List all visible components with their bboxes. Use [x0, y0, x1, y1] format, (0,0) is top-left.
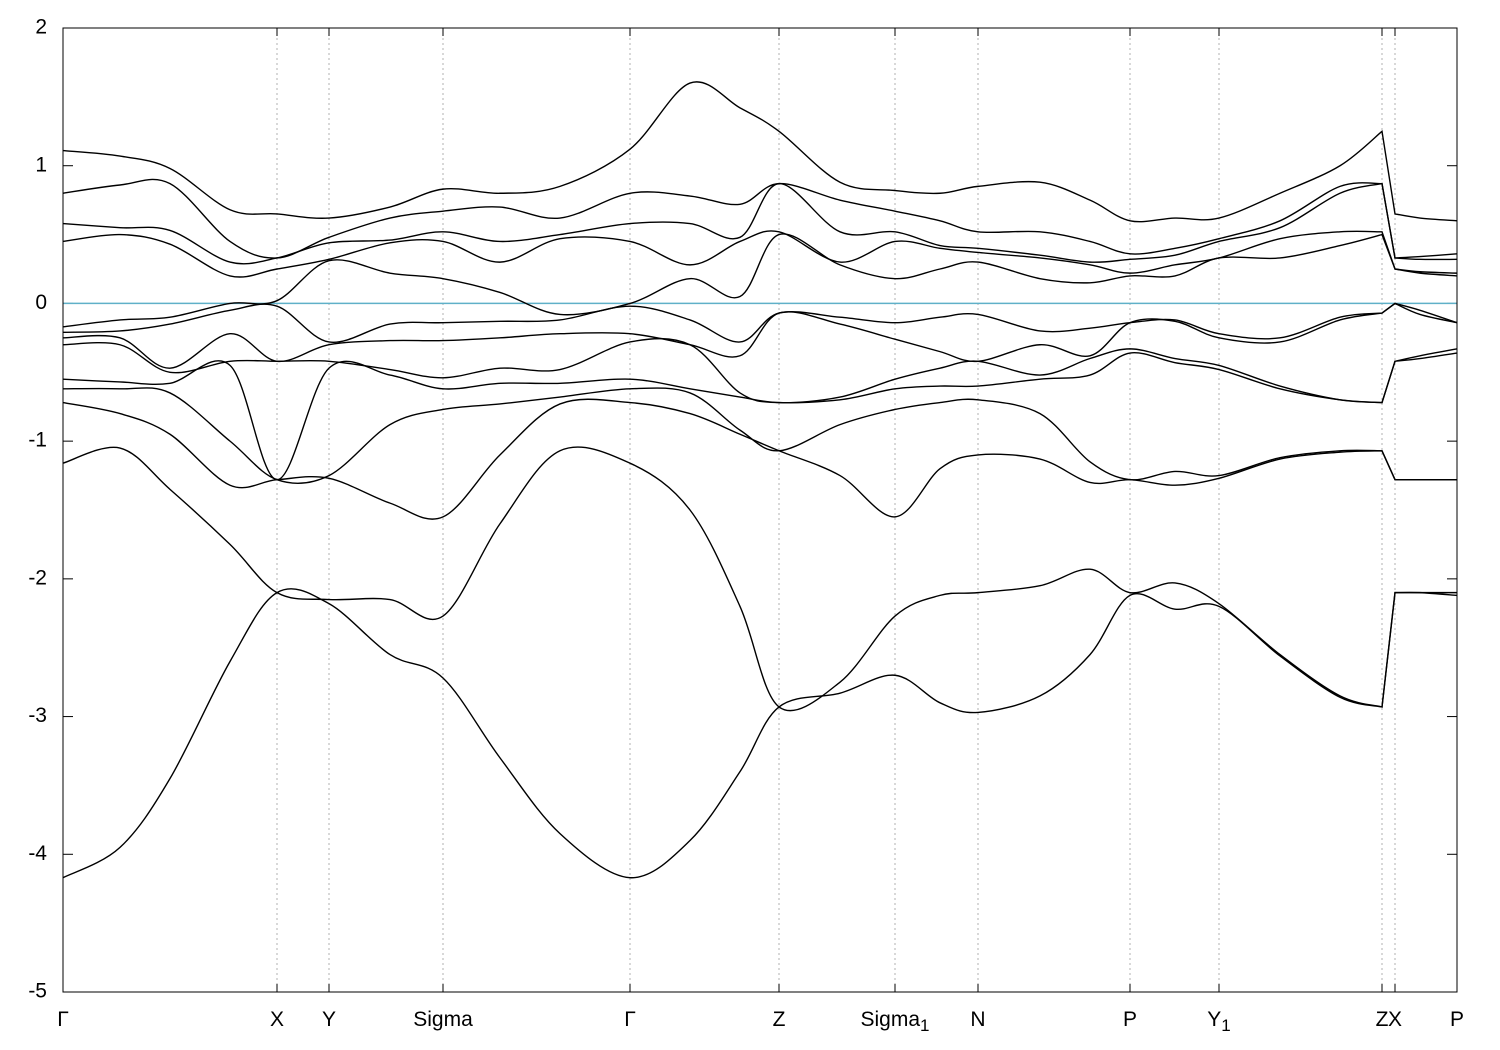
- band-line: [62, 302, 1458, 369]
- x-tick-label: P: [1123, 1008, 1137, 1031]
- plot-frame: [62, 27, 1458, 993]
- x-tick-label: Sigma1: [861, 1008, 930, 1036]
- band-line: [62, 446, 1457, 712]
- x-tick-label: X: [1388, 1008, 1402, 1031]
- x-tick-label: Sigma: [413, 1008, 473, 1031]
- y-tick-label: 0: [35, 291, 47, 314]
- band-line: [62, 230, 1458, 278]
- x-tick-label-text: Z: [1376, 1008, 1389, 1031]
- band-line: [62, 302, 1458, 343]
- x-tick-label-text: Sigma: [413, 1008, 473, 1031]
- y-tick-label: -2: [28, 566, 47, 589]
- x-tick-label: Y: [322, 1008, 336, 1031]
- band-line: [62, 178, 1458, 259]
- x-tick-label: P: [1450, 1008, 1464, 1031]
- x-tick-label-text: Γ: [57, 1008, 69, 1031]
- x-tick-label-sub: 1: [920, 1016, 929, 1035]
- x-tick-label-text: N: [970, 1008, 985, 1031]
- band-line: [62, 182, 1458, 265]
- band-line: [62, 233, 1458, 328]
- band-line: [62, 588, 1458, 879]
- y-tick-label: 1: [35, 153, 47, 176]
- x-tick-label-text: P: [1123, 1008, 1137, 1031]
- x-tick-label-text: Γ: [624, 1008, 636, 1031]
- x-tick-label: X: [270, 1008, 284, 1031]
- x-tick-label: Z: [773, 1008, 786, 1031]
- x-tick-label-text: X: [270, 1008, 284, 1031]
- x-tick-label: Z: [1376, 1008, 1389, 1031]
- band-line: [62, 352, 1458, 481]
- x-tick-label: Γ: [57, 1008, 69, 1031]
- y-tick-label: -1: [28, 429, 47, 452]
- x-tick-label-text: Z: [773, 1008, 786, 1031]
- x-tick-label: Γ: [624, 1008, 636, 1031]
- x-tick-label-text: Y: [1207, 1008, 1221, 1031]
- x-tick-label-text: X: [1388, 1008, 1402, 1031]
- x-tick-label-text: Y: [322, 1008, 336, 1031]
- y-tick-label: 2: [35, 16, 47, 39]
- x-tick-label: N: [970, 1008, 985, 1031]
- band-line: [62, 387, 1457, 485]
- x-tick-label: Y1: [1207, 1008, 1230, 1036]
- x-tick-label-text: Sigma: [861, 1008, 921, 1031]
- y-tick-label: -4: [28, 842, 47, 865]
- band-line: [62, 398, 1457, 520]
- x-tick-label-sub: 1: [1221, 1016, 1230, 1035]
- y-tick-label: -3: [28, 704, 47, 727]
- y-tick-label: -5: [28, 980, 47, 1003]
- band-line: [62, 337, 1458, 404]
- x-tick-label-text: P: [1450, 1008, 1464, 1031]
- band-line: [62, 81, 1458, 223]
